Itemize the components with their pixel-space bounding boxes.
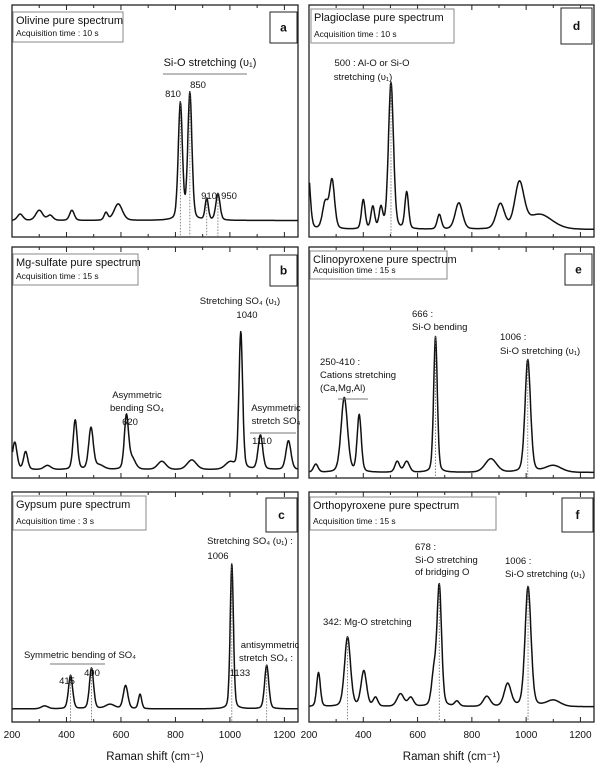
peak-annotation: Asymmetric — [112, 390, 162, 401]
peak-annotation: 810 — [165, 89, 181, 100]
spectrum-line — [11, 330, 299, 470]
x-tick-label: 1000 — [219, 730, 242, 741]
peak-annotation: (Ca,Mg,Al) — [320, 383, 365, 394]
peak-annotation: 620 — [122, 417, 138, 428]
peak-annotation: 250-410 : — [320, 357, 360, 368]
spectrum-title: Gypsum pure spectrum — [16, 499, 130, 511]
x-tick-label: 1200 — [569, 730, 592, 741]
peak-annotation: 1133 — [230, 668, 250, 679]
x-tick-label: 600 — [409, 730, 426, 741]
spectrum-title: Mg-sulfate pure spectrum — [16, 257, 141, 269]
panel-letter: a — [280, 21, 287, 35]
acquisition-time: Acquisition time : 15 s — [16, 271, 99, 281]
x-axis-label: Raman shift (cm⁻¹) — [403, 751, 501, 763]
panel-letter: d — [573, 19, 580, 33]
x-tick-label: 200 — [4, 730, 21, 741]
plot-frame — [308, 4, 595, 238]
x-tick-label: 800 — [167, 730, 184, 741]
peak-annotation: Stretching SO₄ (υ₁) : — [207, 536, 293, 547]
peak-annotation: stretching (υ₁) — [334, 72, 393, 83]
x-tick-label: 200 — [301, 730, 318, 741]
peak-annotation: 910 — [201, 191, 217, 202]
peak-annotation: 950 — [221, 191, 237, 202]
acquisition-time: Acquisition time : 10 s — [314, 29, 397, 39]
peak-annotation: 1006 : — [505, 556, 531, 567]
legend-box — [12, 11, 124, 43]
panel-c: 200 400 600 800 1000 1200 Raman shift (cm⁻¹) Gy… — [4, 491, 300, 763]
acquisition-time: Acquisition time : 10 s — [16, 28, 99, 38]
legend-box — [309, 250, 448, 280]
panel-letter: e — [575, 263, 582, 277]
peak-annotation: Symmetric bending of SO₄ — [24, 650, 136, 661]
panel-d: Plagioclase pure spectrum Acquisition tim… — [308, 4, 595, 238]
plot-frame — [11, 4, 299, 238]
peak-annotation: bending SO₄ — [110, 403, 164, 414]
legend-box — [309, 496, 497, 531]
x-tick-label: 400 — [355, 730, 372, 741]
peak-annotation: Si-O stretching (υ₁) — [505, 569, 585, 580]
peak-annotation: 1040 — [236, 310, 257, 321]
peak-annotation: 342: Mg-O stretching — [323, 617, 412, 628]
acquisition-time: Acquisition time : 3 s — [16, 516, 94, 526]
peak-annotation: of bridging O — [415, 567, 469, 578]
acquisition-time: Acquisition time : 15 s — [313, 516, 396, 526]
peak-annotation: 415 — [59, 676, 75, 687]
peak-annotation: 1006 — [207, 551, 228, 562]
x-tick-label: 400 — [58, 730, 75, 741]
spectrum-line — [308, 81, 595, 231]
panel-f: 200 400 600 800 1000 1200 Raman shift (cm⁻¹) Or… — [301, 491, 595, 763]
spectrum-title: Plagioclase pure spectrum — [314, 12, 444, 24]
peak-annotation: 1006 : — [500, 332, 526, 343]
plot-frame — [308, 491, 595, 723]
peak-annotation: 850 — [190, 80, 206, 91]
peak-annotation: stretch SO₄ : — [239, 653, 293, 664]
peak-annotation: stretch SO₄ — [252, 416, 301, 427]
panel-b: Mg-sulfate pure spectrum Acquisition time… — [11, 246, 301, 479]
spectrum-title: Olivine pure spectrum — [16, 15, 123, 27]
x-axis-label: Raman shift (cm⁻¹) — [106, 751, 204, 763]
panel-letter-box — [269, 11, 298, 44]
panel-letter: b — [280, 264, 287, 278]
peak-annotation: 666 : — [412, 309, 433, 320]
x-tick-label: 1200 — [273, 730, 296, 741]
peak-annotation: Si-O stretching (υ₁) — [500, 346, 580, 357]
peak-annotation: antisymmetric — [241, 640, 300, 651]
panel-letter: f — [576, 508, 581, 522]
peak-annotation: Asymmetric — [251, 403, 301, 414]
peak-annotation: Si-O stretching (υ₁) — [164, 57, 257, 69]
spectrum-line — [309, 335, 595, 474]
peak-annotation: Si-O stretching — [415, 555, 478, 566]
acquisition-time: Acquisition time : 15 s — [313, 265, 396, 275]
legend-box — [12, 495, 147, 531]
plot-frame — [11, 246, 299, 479]
panel-letter-box — [265, 497, 298, 533]
peak-annotation: 500 : Al-O or Si-O — [335, 58, 410, 69]
panel-letter-box — [561, 497, 594, 533]
legend-box — [310, 8, 455, 44]
peak-annotation: 1110 — [252, 436, 272, 447]
panel-letter-box — [560, 7, 593, 45]
peak-annotation: Cations stretching — [320, 370, 396, 381]
plot-frame — [11, 491, 299, 723]
panel-letter-box — [269, 254, 298, 287]
peak-annotation: Stretching SO₄ (υ₁) — [200, 296, 280, 307]
peak-annotation: Si-O bending — [412, 322, 467, 333]
peak-annotation: 490 — [84, 668, 100, 679]
spectrum-title: Clinopyroxene pure spectrum — [313, 254, 457, 266]
legend-box — [12, 253, 139, 286]
peak-annotation: 678 : — [415, 542, 436, 553]
spectrum-line — [309, 582, 595, 708]
spectrum-line — [12, 563, 299, 710]
x-tick-label: 600 — [113, 730, 130, 741]
x-tick-label: 1000 — [515, 730, 538, 741]
panel-letter-box — [564, 253, 593, 286]
spectrum-line — [12, 91, 299, 222]
panel-letter: c — [278, 508, 285, 522]
spectrum-title: Orthopyroxene pure spectrum — [313, 500, 459, 512]
plot-frame — [308, 246, 595, 479]
x-tick-label: 800 — [464, 730, 481, 741]
